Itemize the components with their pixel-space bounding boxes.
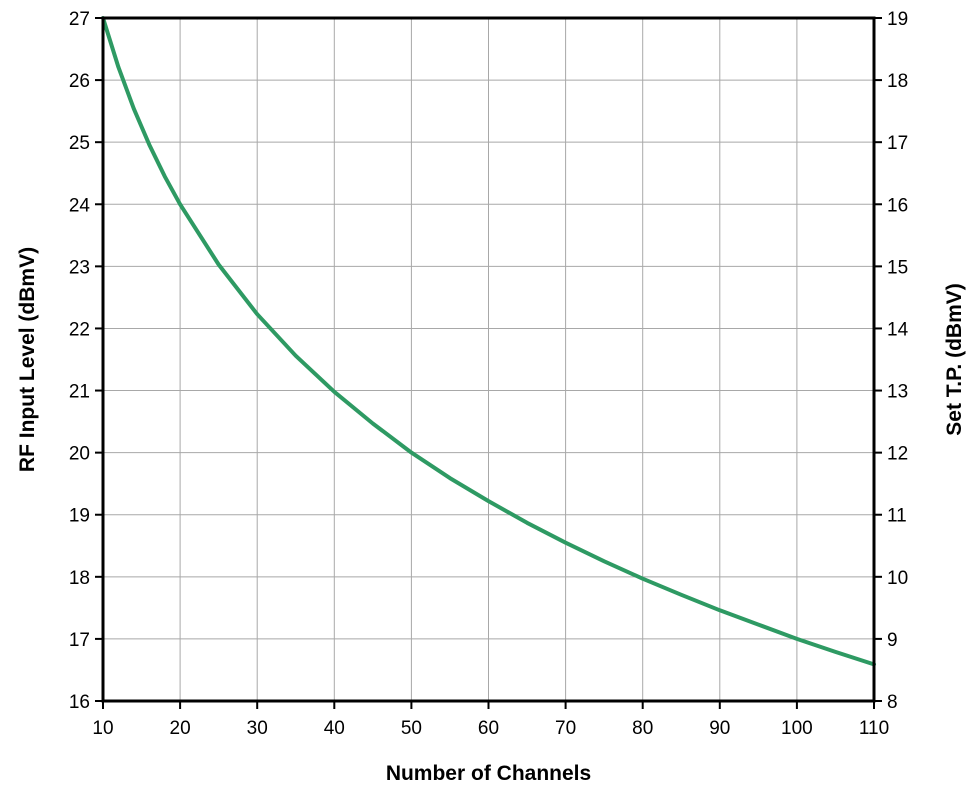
x-tick-label: 60 [478,718,499,739]
y-tick-labels: 16 17 18 19 20 21 22 23 24 25 26 27 [69,9,103,713]
y-tick-label: 17 [69,630,90,651]
gridlines [102,17,875,702]
x-tick-label: 10 [92,718,113,739]
x-tick-label: 20 [170,718,191,739]
x-tick-label: 80 [632,718,653,739]
y2-tick-label: 13 [887,382,908,403]
y-tick-label: 16 [69,692,90,713]
y-tick-label: 26 [69,71,90,92]
series-line [101,16,876,667]
y-axis-title: RF Input Level (dBmV) [16,247,39,472]
y-tick-label: 23 [69,257,90,278]
y-tick-label: 25 [69,133,90,154]
y-tick-label: 21 [69,382,90,403]
y-tick-label: 18 [69,568,90,589]
x-axis-title: Number of Channels [386,762,591,785]
y2-tick-label: 10 [887,568,908,589]
y2-tick-label: 11 [887,506,907,527]
y2-tick-label: 19 [887,9,908,30]
y-tick-label: 19 [69,506,90,527]
y2-tick-label: 17 [887,133,908,154]
y2-tick-label: 18 [887,71,908,92]
y2-tick-label: 16 [887,195,908,216]
y2-tick-label: 9 [887,630,898,651]
x-tick-labels: 10 20 30 40 50 60 70 80 90 100 110 [92,701,889,739]
y-tick-label: 27 [69,9,90,30]
y-tick-label: 24 [69,195,91,216]
x-tick-label: 110 [859,718,889,739]
x-tick-label: 30 [247,718,268,739]
y2-tick-label: 14 [887,319,909,340]
x-tick-label: 50 [401,718,422,739]
y-tick-label: 20 [69,444,90,465]
y2-tick-labels: 8 9 10 11 12 13 14 15 16 17 18 19 [874,9,909,713]
x-tick-label: 100 [781,718,813,739]
y-tick-label: 22 [69,319,90,340]
y2-tick-label: 12 [887,444,908,465]
x-tick-label: 40 [324,718,345,739]
y2-tick-label: 8 [887,692,898,713]
x-tick-label: 90 [709,718,730,739]
y2-axis-title: Set T.P. (dBmV) [943,283,966,435]
x-tick-label: 70 [555,718,576,739]
y2-tick-label: 15 [887,257,908,278]
